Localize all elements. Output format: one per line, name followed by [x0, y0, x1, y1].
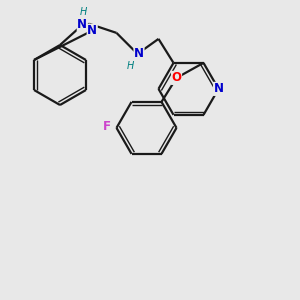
Text: F: F	[103, 120, 111, 133]
Text: N: N	[214, 82, 224, 95]
Text: H: H	[127, 61, 135, 71]
Text: N: N	[77, 18, 87, 32]
Text: O: O	[172, 71, 182, 84]
Text: N: N	[134, 47, 144, 60]
Text: H: H	[80, 7, 88, 16]
Text: N: N	[87, 24, 97, 37]
